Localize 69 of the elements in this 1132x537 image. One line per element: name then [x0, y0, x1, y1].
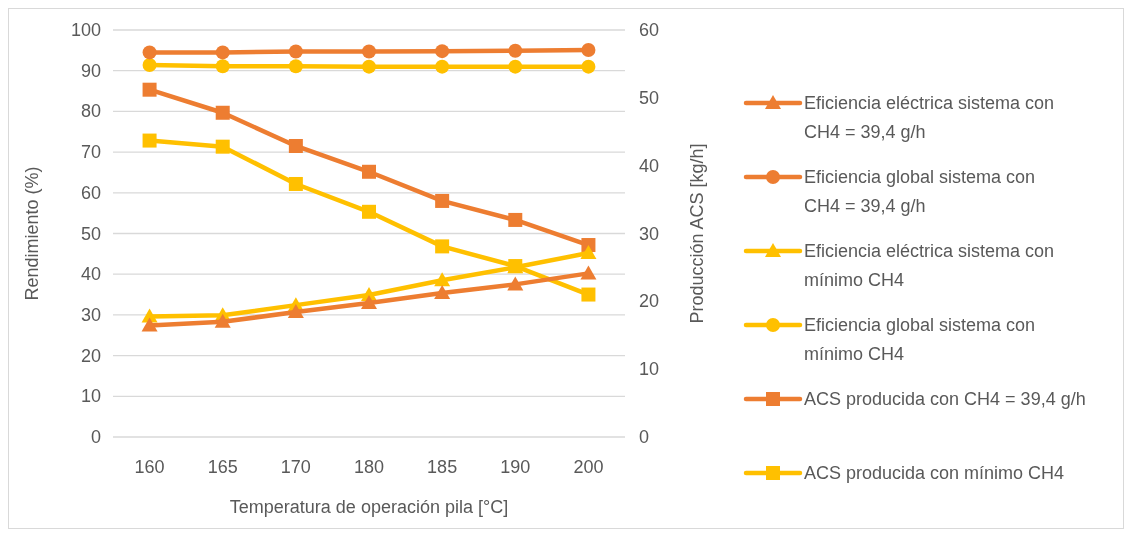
x-tick-label: 170	[280, 457, 311, 477]
point	[141, 317, 158, 332]
point	[362, 44, 376, 59]
y-axis-title: Rendimiento (%)	[22, 166, 42, 301]
point	[508, 43, 523, 58]
x-tick-label: 190	[500, 457, 531, 477]
point	[581, 59, 596, 74]
point	[362, 204, 376, 219]
x-tick-label: 200	[573, 457, 604, 477]
point	[287, 304, 304, 319]
y2-tick-label: 40	[639, 155, 660, 176]
point	[435, 59, 450, 74]
point	[434, 272, 451, 287]
point	[581, 42, 596, 57]
point	[288, 44, 303, 59]
point	[435, 193, 450, 208]
point	[215, 45, 230, 60]
point	[142, 82, 157, 97]
legend-label: Eficiencia global sistema con CH4 = 39,4 g/h	[804, 167, 1036, 216]
point	[288, 176, 303, 191]
point	[288, 59, 303, 74]
point	[214, 313, 231, 328]
y2-tick-label: 20	[639, 291, 660, 312]
legend-label: Eficiencia eléctrica sistema con CH4 = 39,4 g/h	[804, 93, 1055, 142]
point	[361, 295, 377, 310]
y-tick-label: 30	[80, 304, 101, 325]
x-tick-label: 160	[134, 457, 165, 477]
y-tick-label: 100	[70, 20, 101, 40]
y-tick-label: 10	[80, 386, 101, 407]
y-tick-label: 0	[90, 427, 101, 447]
point	[508, 212, 523, 227]
point	[362, 59, 376, 74]
y-tick-label: 40	[80, 264, 101, 285]
y-tick-label: 20	[80, 345, 101, 366]
point	[142, 133, 157, 148]
point	[435, 239, 450, 254]
point	[362, 164, 376, 179]
y2-tick-label: 50	[639, 87, 660, 108]
point	[288, 139, 303, 153]
point	[142, 45, 157, 60]
x-axis-title: Temperatura de operación pila [°C]	[229, 497, 509, 517]
point	[580, 265, 597, 280]
point	[215, 139, 230, 154]
point	[215, 59, 230, 74]
y-tick-label: 70	[80, 142, 101, 163]
point	[434, 284, 451, 299]
point	[507, 276, 524, 291]
y2-tick-label: 60	[639, 20, 660, 40]
y2-axis-title: Producción ACS [kg/h]	[687, 143, 707, 324]
point	[435, 44, 450, 59]
x-tick-label: 185	[427, 457, 458, 477]
point	[508, 59, 523, 74]
point	[581, 287, 596, 302]
y-tick-label: 80	[80, 101, 101, 122]
legend-label: ACS producida con mínimo CH4	[804, 463, 1065, 483]
point	[142, 58, 157, 72]
legend-label: ACS producida con CH4 = 39,4 g/h	[804, 389, 1086, 409]
legend-label: Eficiencia eléctrica sistema con mínimo CH4	[804, 241, 1055, 290]
legend-label: Eficiencia global sistema con mínimo CH4	[804, 315, 1036, 364]
y2-tick-label: 0	[639, 427, 650, 447]
y-tick-label: 60	[80, 182, 101, 203]
y2-tick-label: 30	[639, 223, 660, 244]
y-tick-label: 50	[80, 223, 101, 244]
y-tick-label: 90	[80, 60, 101, 81]
point	[580, 245, 597, 260]
x-tick-label: 165	[207, 457, 238, 477]
point	[215, 105, 230, 120]
y2-tick-label: 10	[639, 359, 660, 380]
x-tick-label: 180	[353, 457, 385, 477]
